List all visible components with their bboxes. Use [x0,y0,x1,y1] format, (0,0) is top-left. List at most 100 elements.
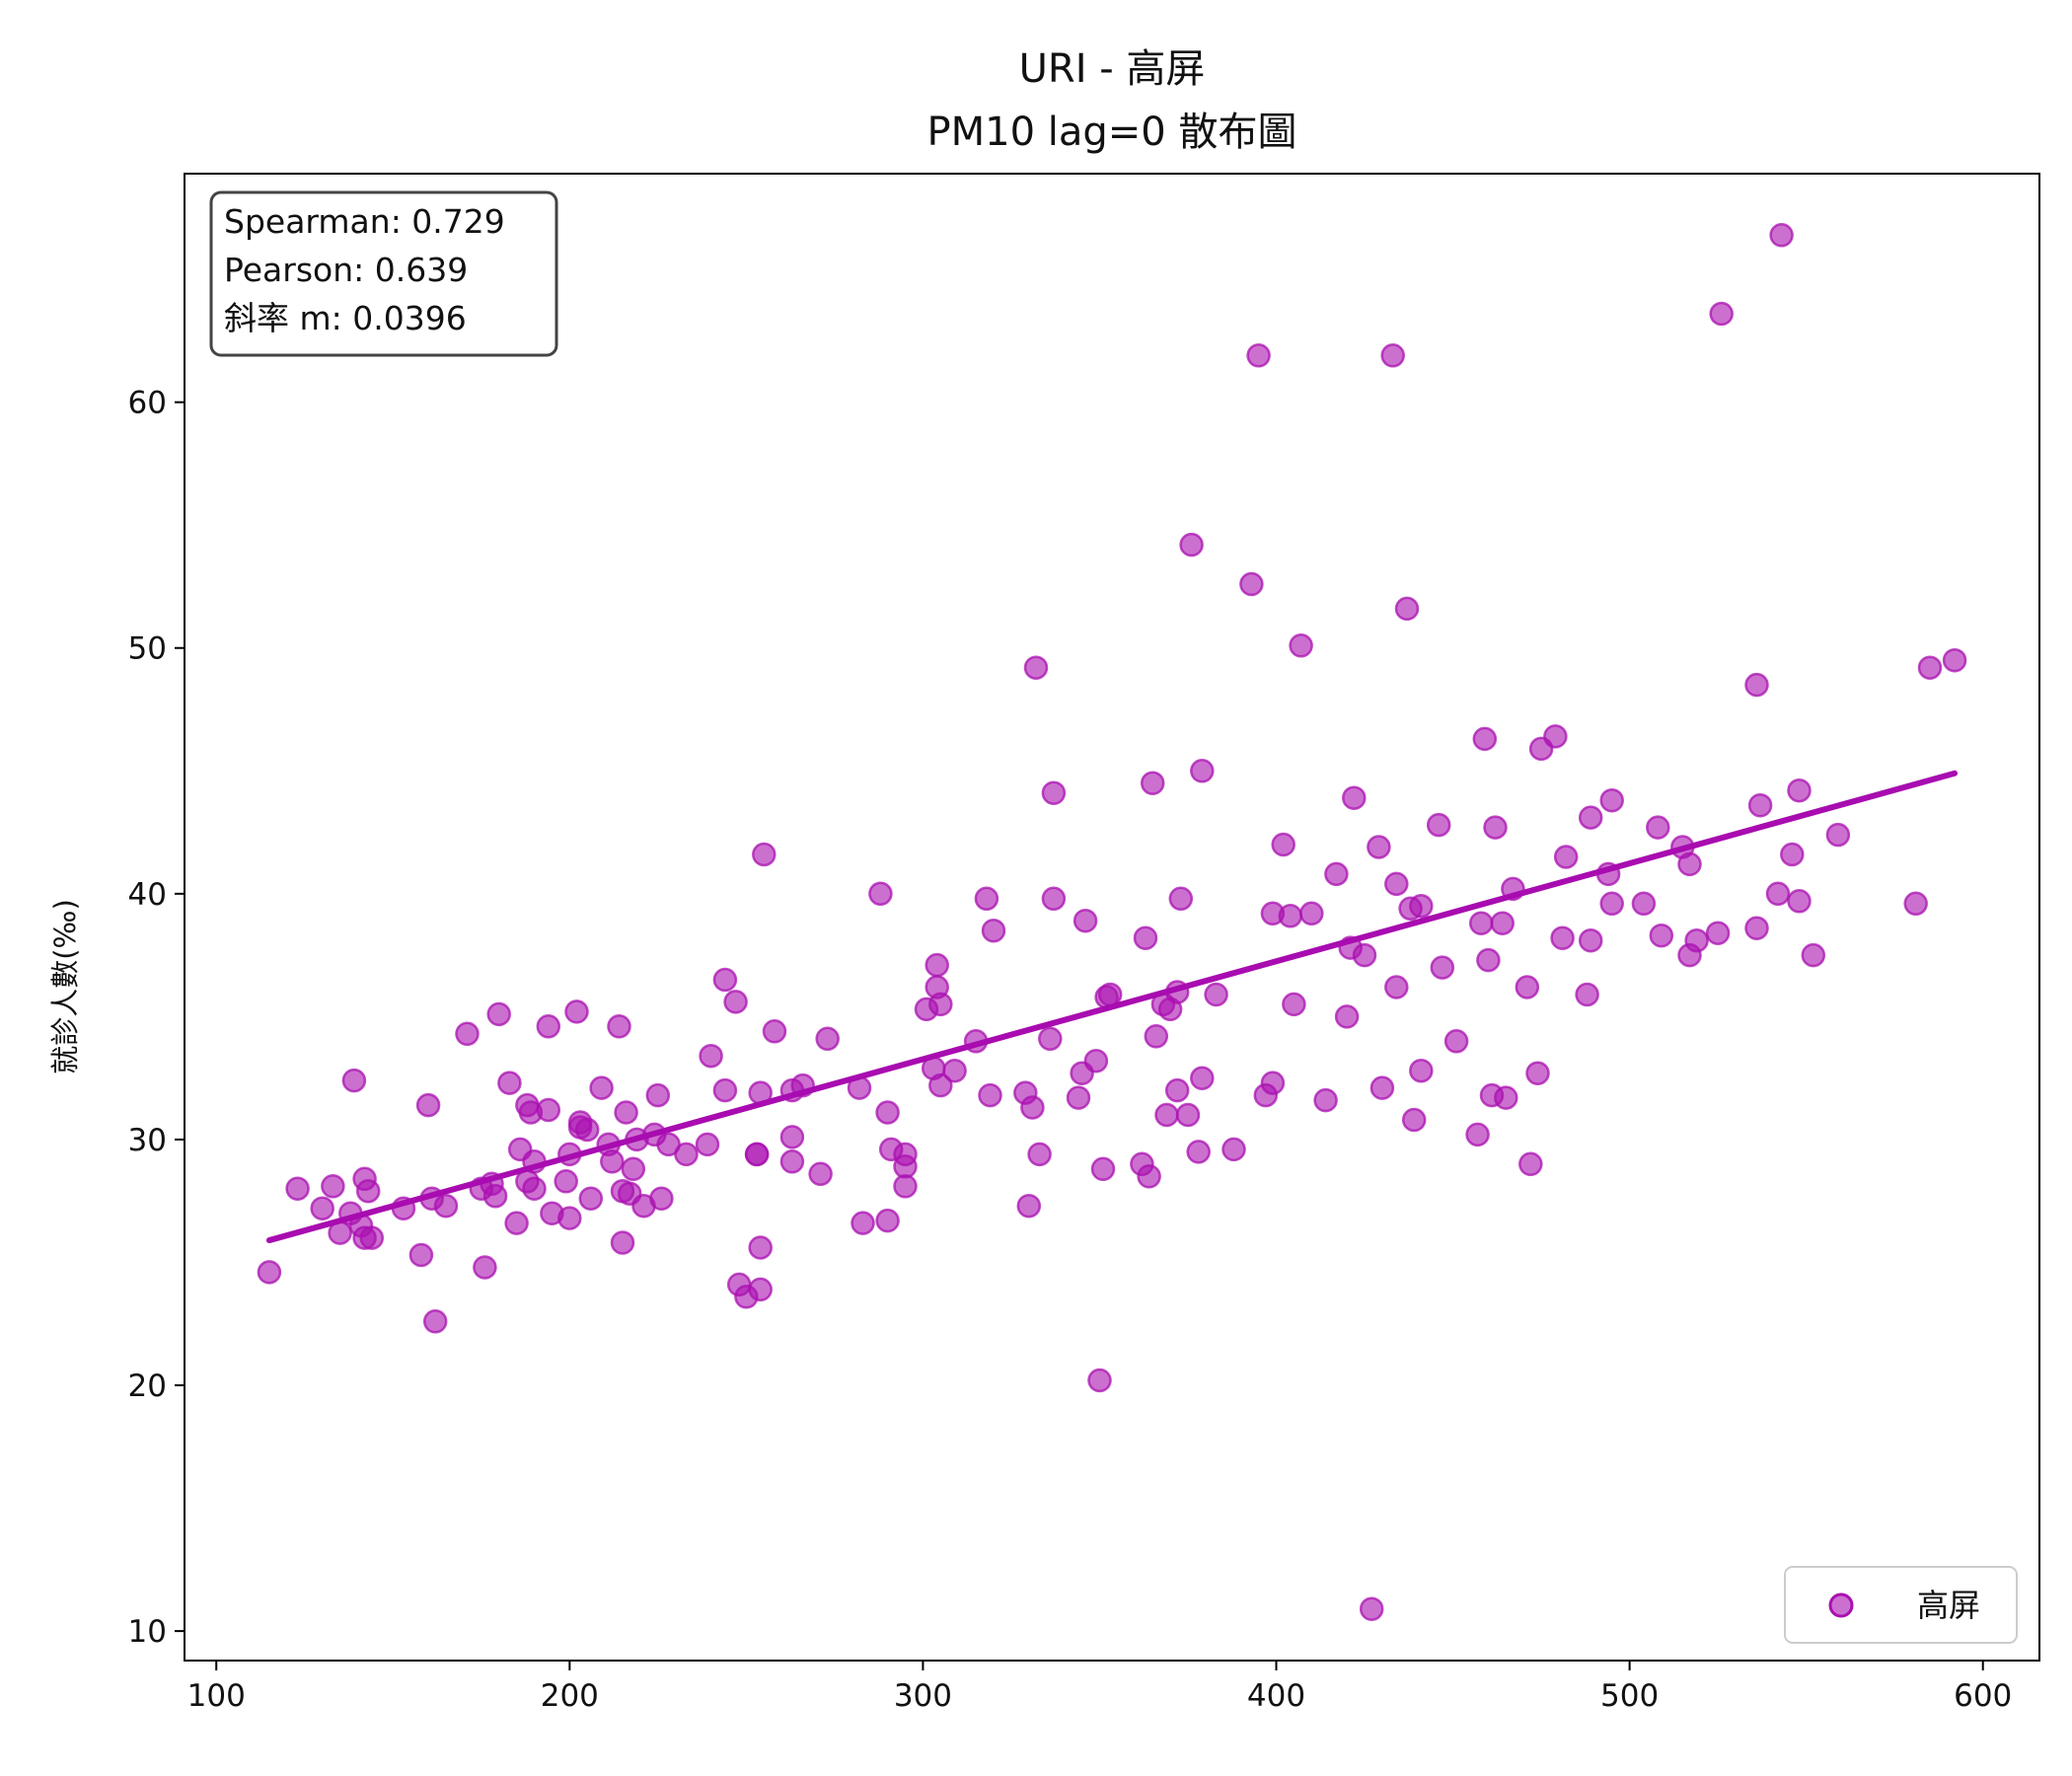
data-point [1038,1026,1063,1052]
y-axis-label: 就診人數(‰) [48,899,82,1074]
data-point [285,1176,310,1201]
data-point [1367,835,1391,859]
stats-slope: 斜率 m: 0.0396 [224,299,467,337]
data-point [779,1149,805,1174]
data-point [486,1001,511,1027]
data-point [1282,992,1306,1017]
data-point [1020,1095,1045,1120]
data-point [1525,1061,1550,1085]
data-point [712,1077,738,1103]
data-point [415,1092,441,1118]
data-point [1443,1029,1469,1054]
data-point [1578,927,1603,953]
data-point [981,918,1006,943]
y-tick-label: 40 [128,877,167,913]
data-point [851,1211,875,1235]
data-point [779,1125,805,1149]
data-point [1023,655,1049,680]
data-point [1903,891,1928,917]
y-tick-label: 30 [128,1123,167,1158]
data-point [321,1174,345,1199]
data-point [536,1014,561,1039]
data-point [1289,633,1313,658]
stats-box: Spearman: 0.729 Pearson: 0.639 斜率 m: 0.0… [209,190,558,357]
data-point [1744,916,1769,940]
data-point [925,952,949,978]
data-point [1221,1137,1246,1162]
data-point [1384,871,1409,897]
data-point [974,886,999,912]
stats-box-frame [209,190,558,357]
data-point [1765,881,1791,907]
data-point [1578,805,1603,830]
data-points [257,223,1967,1621]
data-point [893,1174,918,1199]
data-point [1631,891,1657,917]
data-point [578,1186,604,1211]
data-point [257,1260,282,1285]
data-point [1144,1024,1169,1049]
data-point [564,999,589,1024]
data-point [1917,655,1943,680]
data-point [1352,942,1377,968]
data-point [1313,1087,1338,1113]
data-point [497,1071,522,1095]
data-point [557,1206,582,1230]
data-point [610,1230,635,1255]
data-point [1016,1193,1042,1219]
data-point [1041,886,1067,912]
data-point [574,1117,600,1143]
data-point [1087,1368,1112,1393]
data-point [1239,571,1264,597]
data-point [1649,923,1674,948]
data-point [1518,1151,1543,1177]
data-point [1359,1596,1384,1621]
data-point [1066,1085,1091,1110]
data-point [762,1019,787,1044]
data-point [433,1193,459,1219]
data-point [928,1073,953,1098]
data-point [893,1142,918,1167]
data-point [1260,1071,1286,1095]
stats-pearson: Pearson: 0.639 [224,251,468,289]
data-point [1553,845,1579,869]
data-point [1140,771,1165,795]
data-point [1430,955,1455,980]
data-point [341,1068,367,1093]
data-point [1179,532,1204,557]
data-point [607,1014,631,1039]
data-point [310,1196,334,1221]
data-point [1299,901,1324,926]
data-point [1384,975,1409,999]
data-point [978,1082,1002,1108]
data-point [1575,982,1599,1007]
data-point [1825,822,1851,848]
data-point [808,1161,833,1187]
data-point [1073,908,1098,933]
data-point [1780,842,1805,867]
data-point [649,1186,674,1211]
data-point [1677,851,1702,877]
data-point [621,1156,646,1182]
data-point [473,1255,497,1280]
x-tick-label: 200 [541,1678,599,1714]
data-point [1787,889,1812,914]
data-point [1175,1102,1201,1128]
data-point [1646,815,1670,840]
data-point [1409,1058,1434,1083]
data-point [1709,301,1734,327]
x-tick-label: 100 [187,1678,246,1714]
stats-spearman: Spearman: 0.729 [224,202,505,241]
data-point [1515,975,1540,999]
data-point [928,992,953,1017]
data-point [1041,780,1067,805]
data-point [1190,759,1215,783]
data-point [589,1075,614,1100]
data-point [522,1176,547,1201]
fit-line-group [265,770,1959,1244]
y-tick-label: 50 [128,631,167,667]
chart-title: URI - 高屏 [1019,46,1206,92]
y-axis: 10 20 30 40 50 60 [128,386,185,1650]
data-point [1543,724,1568,749]
